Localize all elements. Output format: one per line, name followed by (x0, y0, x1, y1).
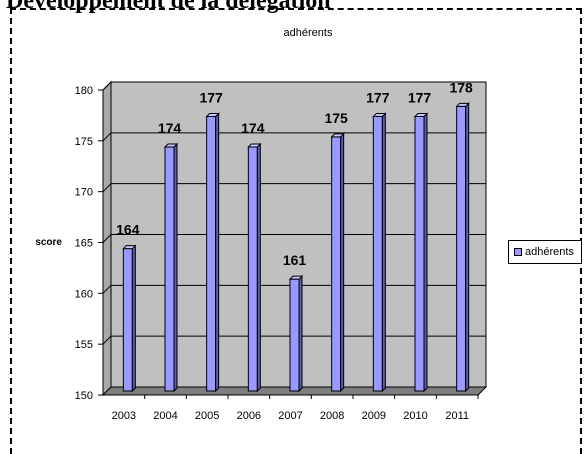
bar-top (330, 133, 345, 138)
y-tick-label: 160 (75, 288, 93, 300)
data-label: 161 (283, 252, 307, 268)
chart-title: adhérents (284, 27, 333, 39)
legend-swatch (514, 248, 522, 256)
y-tick-label: 170 (75, 187, 93, 199)
x-tick-label: 2010 (403, 410, 427, 422)
bar-side (256, 142, 261, 393)
bar-top (288, 275, 304, 280)
data-label: 178 (449, 79, 473, 95)
y-tick-label: 175 (75, 136, 93, 148)
bar-side (340, 132, 345, 393)
data-label: 164 (116, 222, 140, 238)
y-tick-label: 150 (75, 390, 93, 402)
y-tick-label: 165 (75, 238, 93, 250)
bar-top (205, 113, 220, 117)
gridline (102, 335, 486, 345)
data-label: 174 (241, 120, 265, 136)
bar (289, 278, 300, 392)
gridline (102, 234, 486, 243)
gridline (102, 132, 486, 142)
data-label: 177 (199, 90, 223, 106)
legend-label: adhérents (525, 246, 574, 258)
x-tick-label: 2004 (153, 410, 177, 422)
y-tick-label: 180 (75, 85, 93, 97)
gridline (102, 183, 486, 193)
x-tick-label: 2009 (362, 410, 386, 422)
data-label: 175 (324, 110, 348, 126)
page-heading: Développement de la délégation (6, 0, 331, 14)
bar-top (455, 102, 470, 107)
bar-side (131, 244, 136, 393)
bar-side (215, 112, 220, 393)
bar (122, 248, 133, 392)
data-label: 174 (158, 120, 182, 136)
bar (372, 116, 383, 392)
x-tick-label: 2006 (237, 410, 261, 422)
bar-top (122, 245, 137, 250)
bar (331, 136, 342, 392)
x-tick-label: 2008 (320, 410, 344, 422)
bar-side (298, 274, 303, 393)
bar (206, 116, 217, 392)
data-label: 177 (408, 90, 432, 106)
y-axis-label: score (35, 237, 62, 248)
x-tick-label: 2005 (195, 410, 219, 422)
bar-top (163, 143, 179, 148)
bar (247, 146, 258, 392)
x-tick-label: 2011 (445, 410, 469, 422)
chart-frame (10, 8, 582, 454)
bar-top (247, 143, 262, 148)
gridline (102, 284, 486, 294)
gridline (102, 81, 486, 91)
bar (414, 116, 425, 392)
x-tick-label: 2007 (278, 410, 302, 422)
bar-side (381, 112, 386, 393)
bar-top (372, 113, 387, 117)
x-tick-label: 2003 (112, 410, 136, 422)
bar-side (173, 142, 178, 393)
bar-side (423, 112, 428, 393)
bar (164, 146, 175, 392)
bar (456, 105, 467, 392)
chart-legend: adhérents (508, 240, 582, 264)
bar-top (413, 113, 429, 117)
bar-side (465, 102, 470, 393)
y-tick-label: 155 (75, 339, 93, 351)
data-label: 177 (366, 90, 390, 106)
